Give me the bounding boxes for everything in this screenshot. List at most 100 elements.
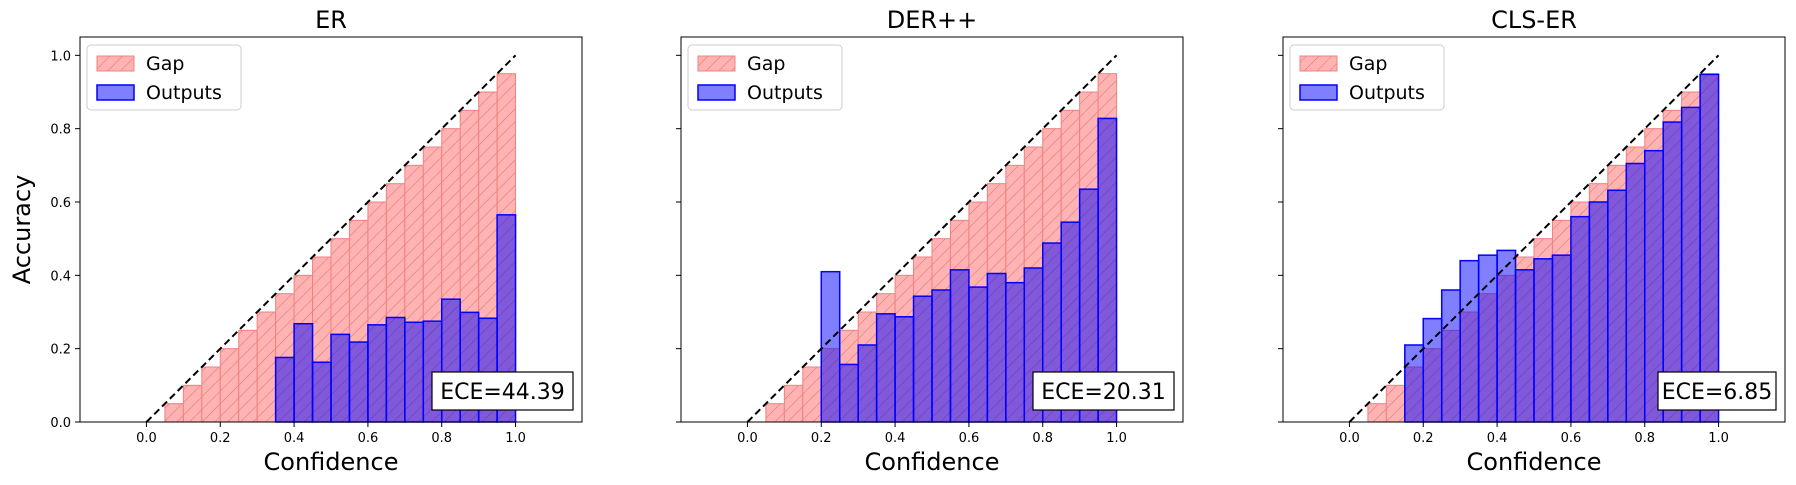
legend-label: Outputs — [146, 82, 222, 104]
y-tick-label: 0.2 — [50, 343, 71, 358]
legend-gap-swatch-hatch — [96, 55, 135, 72]
gap-bar-hatch — [201, 366, 221, 423]
gap-bar-hatch — [783, 384, 804, 423]
gap-bar-hatch — [1367, 403, 1387, 423]
perfect-calibration-line — [145, 54, 517, 423]
output-bar — [274, 356, 295, 423]
output-bar — [1533, 258, 1554, 423]
output-bar — [949, 269, 970, 423]
output-bar — [912, 295, 933, 423]
legend-label: Gap — [1349, 53, 1387, 75]
gap-bar-hatch — [164, 403, 184, 423]
output-bar — [1477, 254, 1498, 423]
ece-box — [1657, 371, 1777, 411]
output-bar — [293, 322, 314, 423]
y-tick-label: 0.8 — [50, 123, 71, 138]
output-bar — [311, 361, 332, 423]
legend-label: Outputs — [747, 82, 823, 104]
legend-outputs-swatch — [1299, 84, 1338, 101]
x-axis-label: Confidence — [264, 448, 399, 476]
legend-gap-swatch-hatch — [697, 55, 736, 72]
y-tick-label: 0.4 — [50, 269, 71, 284]
x-tick-label: 1.0 — [1708, 431, 1729, 446]
output-bar — [1440, 289, 1461, 423]
x-tick-label: 0.2 — [210, 431, 231, 446]
y-tick-label: 0.6 — [50, 196, 71, 211]
x-tick-label: 1.0 — [1106, 431, 1127, 446]
output-bar — [875, 313, 896, 423]
x-tick-label: 0.8 — [1032, 431, 1053, 446]
output-bar — [894, 316, 915, 423]
output-bar — [1625, 162, 1646, 423]
x-tick-label: 0.6 — [358, 431, 379, 446]
x-tick-label: 0.2 — [1413, 431, 1434, 446]
x-tick-label: 0.4 — [885, 431, 906, 446]
output-bar — [385, 316, 406, 423]
axes-frame — [1282, 36, 1786, 423]
output-bar — [404, 321, 425, 423]
legend-outputs-swatch — [697, 84, 736, 101]
gap-bar-hatch — [182, 384, 203, 423]
gap-bar-hatch — [1385, 384, 1406, 423]
output-bar — [1496, 249, 1517, 423]
x-tick-label: 0.6 — [959, 431, 980, 446]
output-bar — [820, 270, 841, 423]
legend-gap-swatch-hatch — [1299, 55, 1338, 72]
axes-frame — [680, 36, 1184, 423]
output-bar — [367, 324, 388, 423]
ece-annotation: ECE=20.31 — [1041, 380, 1166, 405]
y-axis-label: Accuracy — [8, 175, 36, 285]
legend-outputs-swatch — [96, 84, 135, 101]
chart-title: DER++ — [887, 6, 978, 34]
output-bar — [1570, 215, 1591, 423]
perfect-calibration-line — [1348, 54, 1720, 423]
gap-bar-hatch — [219, 348, 240, 423]
x-tick-label: 0.8 — [1634, 431, 1655, 446]
x-tick-label: 0.0 — [737, 431, 758, 446]
output-bar — [1005, 281, 1026, 423]
x-tick-label: 0.4 — [1487, 431, 1508, 446]
x-tick-label: 0.4 — [284, 431, 305, 446]
x-axis-label: Confidence — [1467, 448, 1602, 476]
gap-bar-hatch — [802, 366, 822, 423]
x-axis-label: Confidence — [865, 448, 1000, 476]
perfect-calibration-line — [746, 54, 1118, 423]
output-bar — [1588, 201, 1609, 423]
output-bar — [1607, 189, 1628, 423]
output-bar — [1459, 259, 1480, 423]
output-bar — [968, 286, 989, 423]
gap-bar-hatch — [238, 329, 258, 423]
output-bar — [986, 272, 1007, 423]
output-bar — [348, 341, 369, 423]
ece-annotation: ECE=6.85 — [1662, 380, 1773, 405]
output-bar — [931, 289, 952, 423]
panel-1: 0.0 0.2 0.4 0.6 0.8 1.0 DER++ Confidence Gap Outp… — [676, 6, 1184, 476]
output-bar — [1699, 73, 1720, 423]
legend-label: Outputs — [1349, 82, 1425, 104]
x-tick-label: 0.0 — [1339, 431, 1360, 446]
gap-bar-hatch — [256, 311, 277, 423]
output-bar — [1514, 269, 1535, 423]
output-bar — [857, 344, 878, 423]
x-tick-label: 0.6 — [1561, 431, 1582, 446]
x-tick-label: 0.2 — [811, 431, 832, 446]
panel-2: 0.0 0.2 0.4 0.6 0.8 1.0 CLS-ER Confidence Gap Out… — [1278, 6, 1786, 476]
ece-box — [1032, 371, 1175, 411]
x-tick-label: 0.0 — [136, 431, 157, 446]
chart-title: CLS-ER — [1491, 6, 1577, 34]
output-bar — [1551, 254, 1572, 423]
output-bar — [838, 363, 859, 423]
legend-label: Gap — [146, 53, 184, 75]
y-tick-label: 0.0 — [50, 416, 71, 431]
chart-title: ER — [315, 6, 347, 34]
panel-0: 0.0 0.2 0.4 0.6 0.8 1.0 0.0 0.2 0.4 0.6 0.8 1.0 ER Co… — [8, 6, 583, 476]
axes-frame — [79, 36, 583, 423]
x-tick-label: 0.8 — [431, 431, 452, 446]
y-tick-label: 1.0 — [50, 49, 71, 64]
ece-box — [431, 371, 574, 411]
ece-annotation: ECE=44.39 — [440, 380, 565, 405]
x-tick-label: 1.0 — [505, 431, 526, 446]
gap-bar-hatch — [765, 403, 785, 423]
output-bar — [330, 333, 351, 423]
